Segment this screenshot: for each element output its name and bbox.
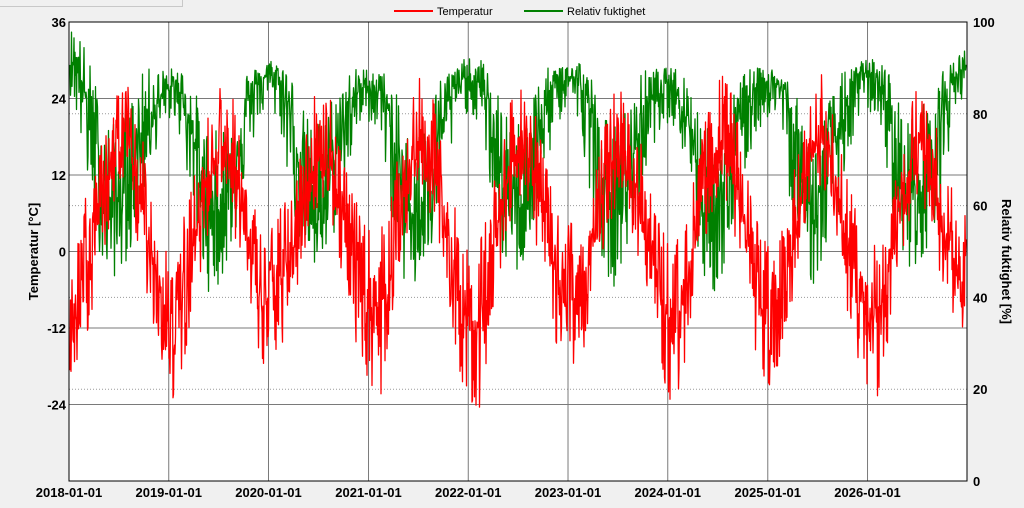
- legend-label-temperature: Temperatur: [437, 6, 493, 18]
- x-tick-label: 2018-01-01: [36, 485, 103, 500]
- right-tick-label: 100: [973, 15, 995, 30]
- x-tick-label: 2022-01-01: [435, 485, 502, 500]
- x-tick-label: 2019-01-01: [135, 485, 202, 500]
- left-tick-label: 24: [52, 92, 67, 107]
- x-tick-label: 2020-01-01: [235, 485, 302, 500]
- plot-border: [68, 21, 968, 482]
- series-line-humidity: [69, 31, 967, 293]
- x-tick-label: 2023-01-01: [535, 485, 602, 500]
- right-tick-label: 0: [973, 474, 980, 489]
- left-tick-label: 0: [59, 245, 66, 260]
- right-tick-label: 20: [973, 382, 987, 397]
- right-tick-label: 60: [973, 199, 987, 214]
- series-line-temperature: [69, 74, 967, 408]
- x-tick-label: 2024-01-01: [635, 485, 702, 500]
- legend-label-humidity: Relativ fuktighet: [567, 6, 645, 18]
- x-tick-label: 2026-01-01: [834, 485, 901, 500]
- x-axis-ticks: 2018-01-01 2019-01-01 2020-01-01 2021-01-01…: [36, 485, 901, 500]
- left-tick-label: -24: [47, 398, 67, 413]
- right-axis-title: Relativ fuktighet [%]: [999, 199, 1014, 324]
- temperature-series: [69, 74, 967, 408]
- left-tick-label: 36: [52, 15, 66, 30]
- left-tick-label: -12: [47, 321, 66, 336]
- legend: Temperatur Relativ fuktighet: [394, 6, 645, 18]
- left-tick-label: 12: [52, 168, 66, 183]
- right-axis-ticks: 100 80 60 40 20 0: [973, 15, 995, 489]
- humidity-series: [69, 31, 967, 293]
- top-left-control-strip: [0, 0, 183, 7]
- right-tick-label: 40: [973, 290, 987, 305]
- left-axis-ticks: 36 24 12 0 -12 -24: [47, 15, 67, 413]
- right-tick-label: 80: [973, 107, 987, 122]
- x-tick-label: 2021-01-01: [335, 485, 402, 500]
- x-tick-label: 2025-01-01: [735, 485, 802, 500]
- left-axis-title: Temperatur [°C]: [26, 203, 41, 300]
